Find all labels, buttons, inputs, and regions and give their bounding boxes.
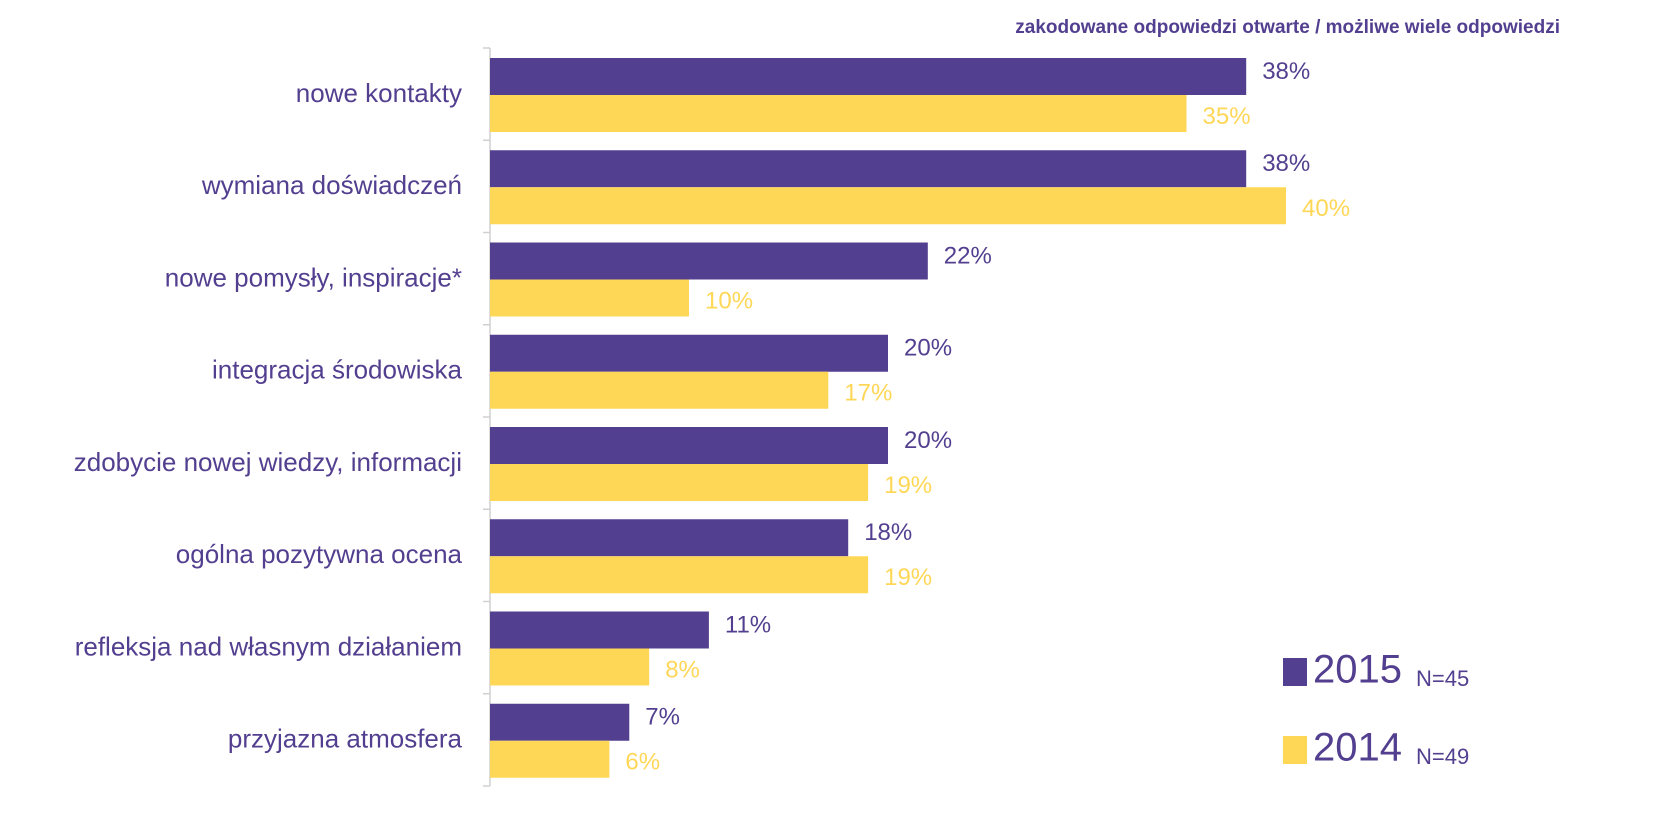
value-label: 38% bbox=[1262, 150, 1310, 177]
y-tick-label: zdobycie nowej wiedzy, informacji bbox=[74, 447, 462, 477]
value-label: 8% bbox=[665, 656, 700, 683]
bar bbox=[490, 279, 689, 317]
y-tick-label: ogólna pozytywna ocena bbox=[176, 539, 463, 569]
legend-n: N=45 bbox=[1416, 666, 1469, 691]
value-label: 20% bbox=[904, 335, 952, 362]
bar bbox=[490, 740, 610, 778]
bar bbox=[490, 187, 1286, 225]
value-label: 22% bbox=[944, 242, 992, 269]
bar bbox=[490, 611, 709, 649]
value-label: 11% bbox=[725, 611, 771, 638]
y-tick-label: nowe pomysły, inspiracje* bbox=[165, 262, 462, 292]
bar bbox=[490, 703, 630, 741]
bar bbox=[490, 519, 849, 557]
value-label: 40% bbox=[1302, 195, 1350, 222]
y-tick-label: przyjazna atmosfera bbox=[228, 724, 463, 754]
bar bbox=[490, 150, 1247, 188]
value-label: 20% bbox=[904, 427, 952, 454]
bar bbox=[490, 556, 869, 594]
y-tick-label: integracja środowiska bbox=[212, 355, 463, 385]
bar bbox=[490, 427, 888, 464]
legend-label: 2014 bbox=[1313, 726, 1402, 770]
value-label: 18% bbox=[864, 519, 912, 546]
value-label: 10% bbox=[705, 287, 753, 314]
bar bbox=[490, 464, 869, 501]
value-label: 38% bbox=[1262, 58, 1310, 85]
value-label: 35% bbox=[1203, 103, 1251, 130]
value-label: 19% bbox=[884, 472, 932, 499]
value-label: 6% bbox=[625, 749, 660, 776]
bar bbox=[490, 648, 650, 686]
bar bbox=[490, 334, 888, 372]
y-tick-label: wymiana doświadczeń bbox=[201, 170, 462, 200]
bar bbox=[490, 371, 829, 409]
value-label: 17% bbox=[844, 380, 892, 407]
value-label: 19% bbox=[884, 564, 932, 591]
bar bbox=[490, 58, 1247, 95]
legend-label: 2015 bbox=[1313, 648, 1402, 692]
y-tick-label: refleksja nad własnym działaniem bbox=[75, 631, 462, 661]
bar bbox=[490, 242, 928, 280]
legend-swatch bbox=[1283, 658, 1307, 686]
bar bbox=[490, 95, 1187, 132]
y-tick-label: nowe kontakty bbox=[296, 78, 462, 108]
chart-subtitle: zakodowane odpowiedzi otwarte / możliwe … bbox=[1015, 17, 1560, 38]
legend-n: N=49 bbox=[1416, 744, 1469, 769]
legend-swatch bbox=[1283, 736, 1307, 764]
value-label: 7% bbox=[645, 704, 680, 731]
